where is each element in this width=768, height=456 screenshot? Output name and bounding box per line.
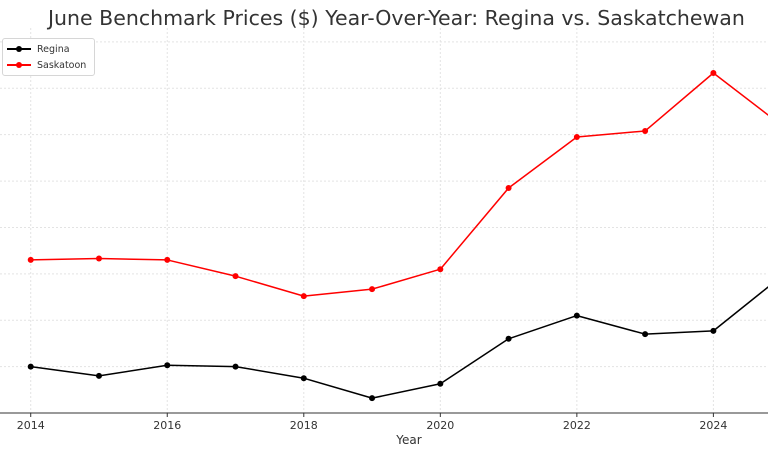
x-tick-label: 2022	[563, 419, 591, 432]
legend-swatch-saskatoon	[7, 60, 31, 70]
data-point-regina	[300, 375, 307, 382]
legend-label-regina: Regina	[37, 43, 70, 55]
legend-item-saskatoon: Saskatoon	[7, 58, 86, 72]
data-point-regina	[573, 312, 580, 319]
data-point-saskatoon	[573, 134, 580, 141]
x-axis-label: Year	[396, 433, 422, 447]
x-tick-label: 2024	[699, 419, 727, 432]
data-point-regina	[369, 395, 376, 402]
x-tick-labels: 2014 2016 2018 2020 2022 2024	[17, 413, 727, 432]
x-tick-label: 2020	[426, 419, 454, 432]
data-point-saskatoon	[437, 266, 444, 273]
legend-label-saskatoon: Saskatoon	[37, 59, 87, 71]
data-point-saskatoon	[710, 69, 717, 76]
series-line-regina	[30, 286, 768, 399]
x-tick-label: 2014	[17, 419, 45, 432]
series-lines	[27, 69, 768, 402]
data-point-saskatoon	[300, 293, 307, 300]
legend-swatch-regina	[7, 44, 31, 54]
data-point-regina	[437, 380, 444, 387]
data-point-regina	[710, 327, 717, 334]
data-point-regina	[95, 372, 102, 379]
data-point-saskatoon	[95, 255, 102, 262]
legend: Regina Saskatoon	[2, 38, 95, 76]
data-point-saskatoon	[232, 273, 239, 280]
data-point-saskatoon	[642, 127, 649, 134]
series-line-saskatoon	[30, 72, 768, 297]
data-point-regina	[232, 363, 239, 370]
x-tick-label: 2018	[290, 419, 318, 432]
data-point-saskatoon	[369, 286, 376, 293]
data-point-regina	[505, 335, 512, 342]
data-point-saskatoon	[164, 256, 171, 263]
legend-item-regina: Regina	[7, 42, 70, 56]
data-point-saskatoon	[505, 185, 512, 192]
data-point-saskatoon	[27, 256, 34, 263]
data-point-regina	[164, 362, 171, 369]
data-point-regina	[27, 363, 34, 370]
data-point-regina	[642, 331, 649, 338]
grid-lines	[0, 28, 768, 413]
chart-title: June Benchmark Prices ($) Year-Over-Year…	[48, 6, 745, 30]
x-tick-label: 2016	[153, 419, 181, 432]
